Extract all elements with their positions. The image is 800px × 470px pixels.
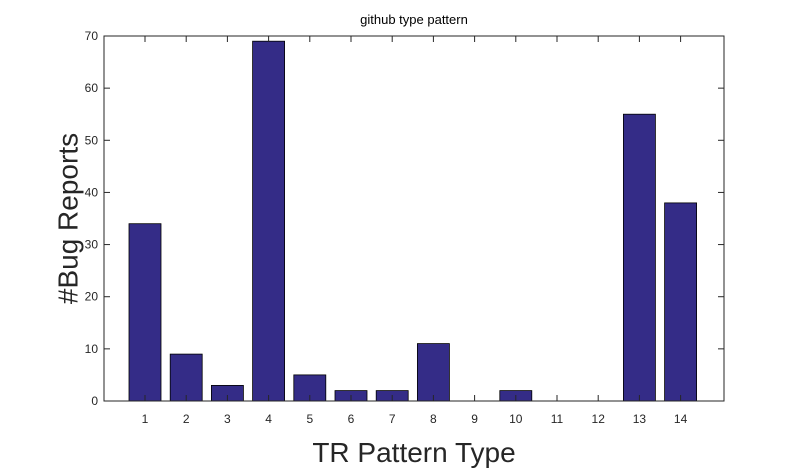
x-tick-label: 6: [348, 412, 355, 426]
y-tick-label: 40: [85, 185, 99, 199]
x-tick-label: 4: [265, 412, 272, 426]
y-ticks-group: 0 10 20 30 40 50 60 70: [85, 29, 724, 408]
bar-1: [128, 223, 162, 402]
y-tick-label: 70: [85, 29, 99, 43]
x-tick-label: 7: [389, 412, 396, 426]
x-ticks-group: 1 2 3 4 5 6 7 8 9 10 11 12 13 14: [142, 36, 688, 426]
x-tick-label: 14: [674, 412, 688, 426]
x-tick-label: 10: [509, 412, 523, 426]
x-axis-label: TR Pattern Type: [312, 437, 515, 468]
bar-4: [252, 40, 286, 402]
x-tick-label: 13: [633, 412, 647, 426]
x-tick-label: 11: [551, 412, 564, 426]
y-tick-label: 60: [85, 81, 99, 95]
y-tick-label: 0: [91, 394, 98, 408]
axes-box: [103, 35, 725, 402]
y-tick-label: 10: [85, 342, 99, 356]
bar-13: [623, 113, 656, 402]
x-tick-label: 9: [471, 412, 478, 426]
y-tick-label: 50: [85, 133, 99, 147]
plot-area: [104, 36, 724, 401]
x-tick-label: 2: [183, 412, 190, 426]
y-axis-label: #Bug Reports: [52, 133, 83, 304]
y-tick-label: 20: [85, 290, 99, 304]
chart-title: github type pattern: [360, 12, 468, 27]
bars-group: [128, 40, 697, 402]
bar-8: [416, 343, 450, 402]
bar-14: [664, 202, 697, 402]
x-tick-label: 12: [592, 412, 606, 426]
bar-2: [169, 353, 203, 402]
x-tick-label: 1: [142, 412, 149, 426]
x-tick-label: 3: [224, 412, 231, 426]
x-tick-label: 8: [430, 412, 437, 426]
y-tick-label: 30: [85, 238, 99, 252]
x-tick-label: 5: [306, 412, 313, 426]
